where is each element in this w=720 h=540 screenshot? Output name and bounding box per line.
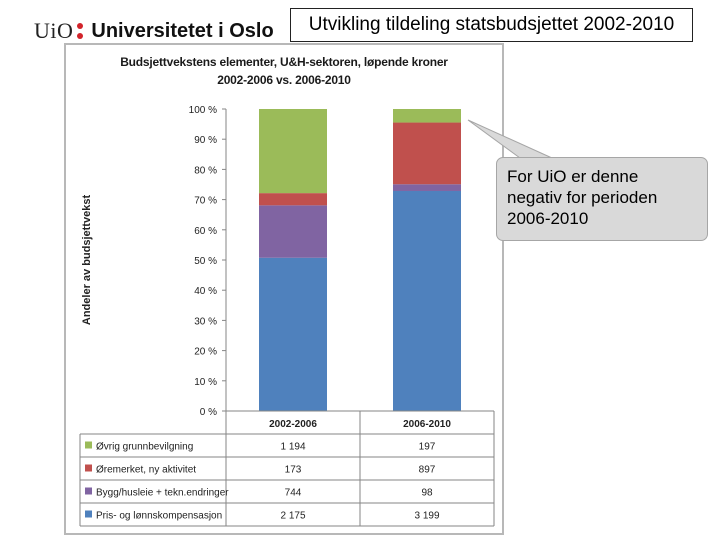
y-tick-label: 60 % bbox=[194, 226, 217, 237]
x-category-label: 2002-2006 bbox=[269, 419, 317, 430]
logo-name: Universitetet i Oslo bbox=[91, 19, 274, 42]
y-tick-label: 30 % bbox=[194, 316, 217, 327]
table-value: 1 194 bbox=[280, 442, 305, 453]
y-tick-label: 50 % bbox=[194, 256, 217, 267]
table-value: 173 bbox=[285, 465, 302, 476]
legend-swatch bbox=[85, 510, 92, 518]
table-value: 98 bbox=[421, 488, 433, 499]
y-tick-label: 20 % bbox=[194, 347, 217, 358]
y-tick-label: 80 % bbox=[194, 165, 217, 176]
bar-segment bbox=[259, 257, 327, 411]
bar-segment bbox=[259, 205, 327, 258]
bar-segment bbox=[393, 190, 461, 411]
bar-segment bbox=[259, 109, 327, 194]
x-category-label: 2006-2010 bbox=[403, 419, 451, 430]
y-tick-label: 70 % bbox=[194, 196, 217, 207]
legend-series-name: Øremerket, ny aktivitet bbox=[96, 465, 196, 476]
y-tick-label: 100 % bbox=[189, 105, 217, 116]
table-value: 897 bbox=[419, 465, 436, 476]
table-value: 3 199 bbox=[414, 511, 439, 522]
logo-colon-mark bbox=[77, 23, 84, 39]
bar-segment bbox=[393, 109, 461, 123]
legend-series-name: Øvrig grunnbevilgning bbox=[96, 442, 193, 453]
y-tick-label: 0 % bbox=[200, 407, 217, 418]
legend-series-name: Bygg/husleie + tekn.endringer bbox=[96, 488, 229, 499]
table-value: 2 175 bbox=[280, 511, 305, 522]
chart-title: Budsjettvekstens elementer, U&H-sektoren… bbox=[120, 55, 448, 69]
table-value: 744 bbox=[285, 488, 302, 499]
callout-box: For UiO er denne negativ for perioden 20… bbox=[496, 157, 708, 241]
bar-segment bbox=[259, 193, 327, 206]
uio-logo: UiO Universitetet i Oslo bbox=[34, 16, 274, 46]
slide-title: Utvikling tildeling statsbudsjettet 2002… bbox=[290, 8, 693, 42]
legend-swatch bbox=[85, 441, 92, 449]
y-axis-title: Andeler av budsjettvekst bbox=[81, 195, 93, 326]
y-tick-label: 90 % bbox=[194, 135, 217, 146]
y-tick-label: 10 % bbox=[194, 377, 217, 388]
bar-segment bbox=[393, 122, 461, 185]
y-tick-label: 40 % bbox=[194, 286, 217, 297]
legend-series-name: Pris- og lønnskompensasjon bbox=[96, 511, 222, 522]
logo-short: UiO bbox=[34, 18, 74, 43]
legend-swatch bbox=[85, 464, 92, 472]
legend-swatch bbox=[85, 487, 92, 495]
callout-pointer bbox=[467, 119, 553, 159]
chart-subtitle: 2002-2006 vs. 2006-2010 bbox=[217, 73, 351, 87]
table-value: 197 bbox=[419, 442, 436, 453]
bar-segment bbox=[393, 184, 461, 191]
